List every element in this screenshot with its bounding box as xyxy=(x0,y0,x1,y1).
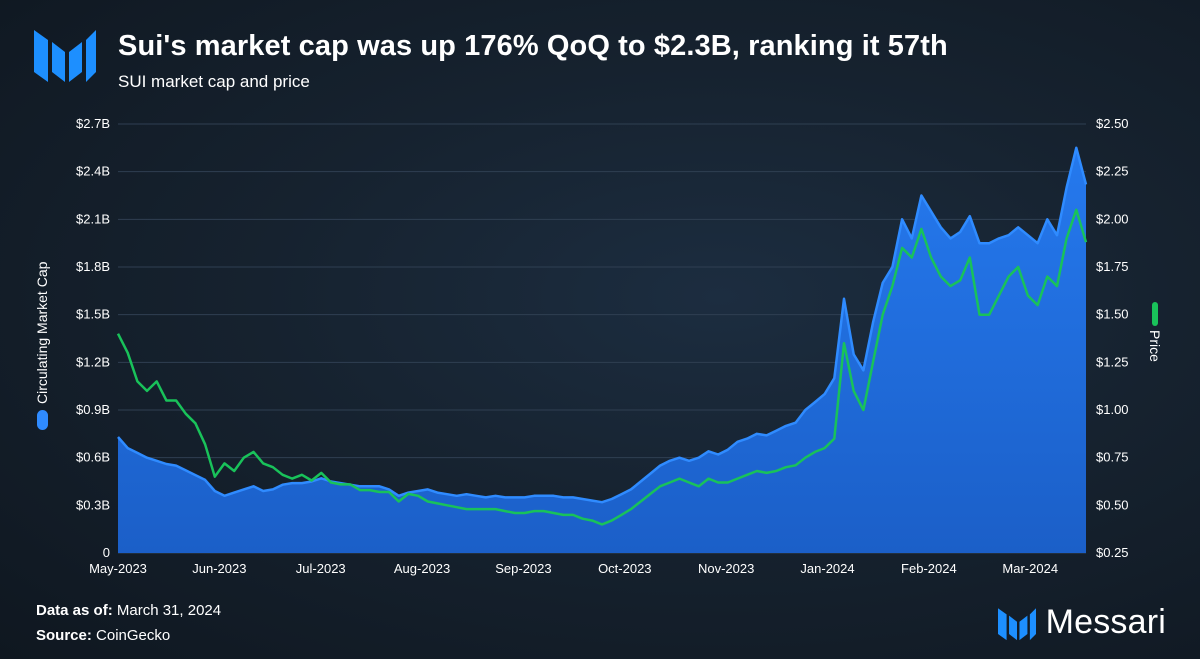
legend-price-marker xyxy=(1152,302,1158,326)
chart-title: Sui's market cap was up 176% QoQ to $2.3… xyxy=(118,30,948,62)
left-axis-title: Circulating Market Cap xyxy=(34,261,50,404)
x-tick-label: Nov-2023 xyxy=(698,561,754,576)
x-tick-label: Jul-2023 xyxy=(296,561,346,576)
x-tick-label: May-2023 xyxy=(89,561,147,576)
legend-market-cap-marker xyxy=(37,410,48,430)
x-tick-label: Oct-2023 xyxy=(598,561,651,576)
chart-canvas: 0 $0.3B $0.6B $0.9B $1.2B $1.5B $1.8B $2.1B $2.4… xyxy=(34,116,1163,576)
x-tick-label: Sep-2023 xyxy=(495,561,551,576)
left-tick-label: $1.8B xyxy=(76,259,110,274)
right-tick-label: $1.75 xyxy=(1096,259,1129,274)
right-tick-label: $1.25 xyxy=(1096,354,1129,369)
right-tick-label: $0.25 xyxy=(1096,545,1129,560)
right-tick-label: $2.50 xyxy=(1096,116,1129,131)
market-cap-series xyxy=(117,146,1088,554)
right-tick-label: $1.00 xyxy=(1096,402,1129,417)
messari-brand: Messari xyxy=(997,603,1166,642)
right-axis-title: Price xyxy=(1147,330,1163,362)
right-tick-label: $0.75 xyxy=(1096,450,1129,465)
left-tick-label: $1.2B xyxy=(76,354,110,369)
x-tick-label: Jun-2023 xyxy=(192,561,246,576)
left-tick-label: $0.9B xyxy=(76,402,110,417)
x-tick-label: Mar-2024 xyxy=(1002,561,1058,576)
left-tick-label: $0.3B xyxy=(76,497,110,512)
left-tick-label: $2.1B xyxy=(76,211,110,226)
data-as-of-value: March 31, 2024 xyxy=(116,602,222,619)
messari-logo-icon xyxy=(34,30,96,82)
right-axis-ticks: $0.25 $0.50 $0.75 $1.00 $1.25 $1.50 $1.75 $2.00… xyxy=(1096,116,1129,560)
x-tick-label: Aug-2023 xyxy=(394,561,450,576)
x-tick-label: Feb-2024 xyxy=(901,561,957,576)
left-tick-label: $2.7B xyxy=(76,116,110,131)
left-tick-label: $0.6B xyxy=(76,450,110,465)
data-as-of-label: Data as of: xyxy=(36,602,113,619)
price-line xyxy=(116,208,1088,526)
brand-name: Messari xyxy=(1045,603,1166,641)
source-label: Source: xyxy=(36,627,92,644)
left-tick-label: $1.5B xyxy=(76,307,110,322)
x-tick-label: Jan-2024 xyxy=(800,561,854,576)
left-tick-label: 0 xyxy=(103,545,110,560)
right-tick-label: $0.50 xyxy=(1096,497,1129,512)
data-as-of-line: Data as of: March 31, 2024 xyxy=(36,602,221,619)
chart-subtitle: SUI market cap and price xyxy=(118,72,310,91)
x-axis-ticks: May-2023 Jun-2023 Jul-2023 Aug-2023 Sep-2023… xyxy=(89,561,1058,576)
left-tick-label: $2.4B xyxy=(76,164,110,179)
source-value: CoinGecko xyxy=(96,627,171,644)
source-line: Source: CoinGecko xyxy=(36,627,170,644)
market-cap-area xyxy=(118,147,1086,554)
left-axis-ticks: 0 $0.3B $0.6B $0.9B $1.2B $1.5B $1.8B $2.1B $2.4… xyxy=(76,116,110,560)
price-series xyxy=(116,208,1088,526)
right-tick-label: $1.50 xyxy=(1096,307,1129,322)
right-tick-label: $2.00 xyxy=(1096,211,1129,226)
market-cap-line xyxy=(117,146,1088,504)
right-tick-label: $2.25 xyxy=(1096,164,1129,179)
messari-brand-icon xyxy=(997,607,1036,640)
